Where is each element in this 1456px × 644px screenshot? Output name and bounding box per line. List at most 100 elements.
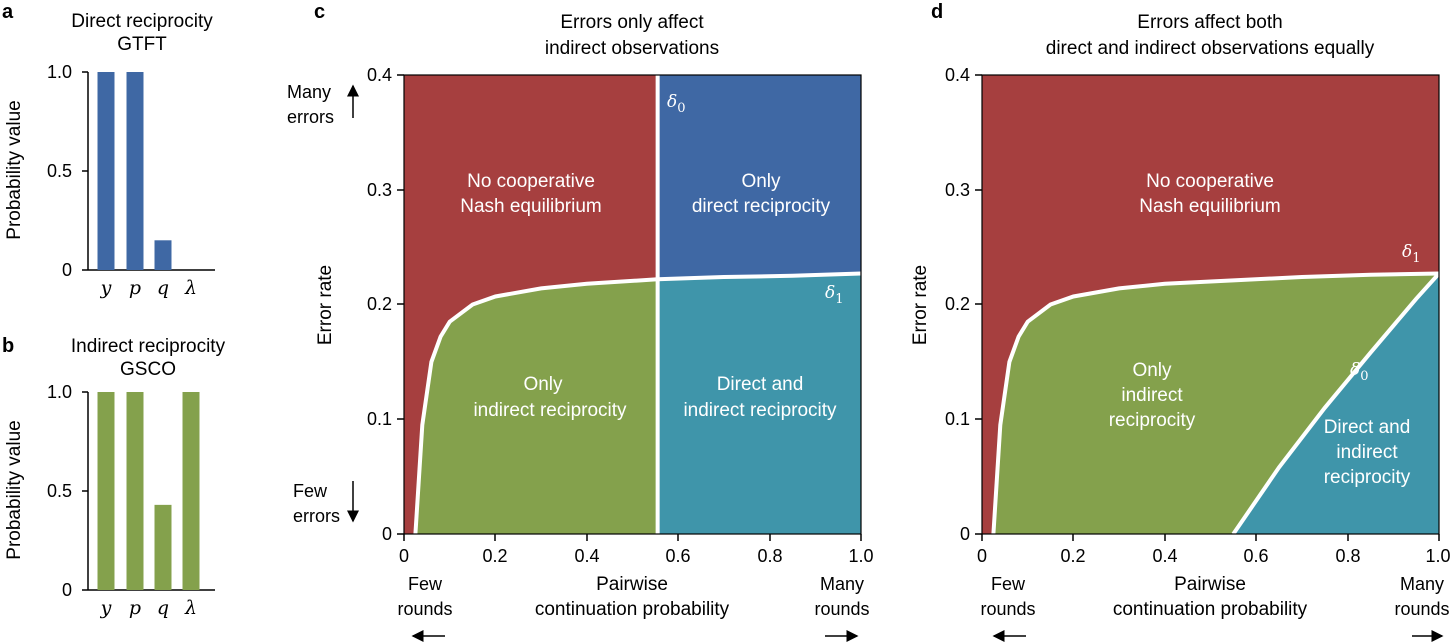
panel-c-label-both-2: indirect reciprocity	[683, 400, 837, 421]
panel-c-few-errors-1: Few	[293, 481, 328, 501]
panel-d-few-rounds-1: Few	[991, 574, 1026, 594]
panel-d-title-line1: Errors affect both	[1137, 12, 1282, 33]
panel-a-title-line1: Direct reciprocity	[71, 11, 213, 32]
panel-c: c Errors only affect indirect observatio…	[287, 1, 874, 642]
category-label-b-3: λ	[184, 597, 197, 619]
panel-c-label-no-coop-1: No cooperative	[467, 171, 595, 192]
panel-a-letter: a	[2, 1, 14, 23]
bar-b-0	[97, 392, 115, 590]
panel-d-delta0-curve	[1231, 272, 1439, 534]
panel-c-label-both-1: Direct and	[717, 374, 804, 395]
panel-d-xtick: 0.2	[1060, 546, 1085, 566]
panel-c-title-line1: Errors only affect	[560, 12, 704, 33]
panel-d-xtick: 0.8	[1335, 546, 1360, 566]
bar-a-1	[126, 72, 144, 270]
category-label-a-1: p	[129, 277, 141, 299]
panel-b-ytick: 0.5	[47, 481, 72, 501]
panel-d-ytick: 0.4	[945, 65, 970, 85]
panel-d-xtick: 1.0	[1425, 546, 1450, 566]
panel-c-xtick: 0.2	[482, 546, 507, 566]
panel-c-ylabel: Error rate	[315, 265, 336, 345]
panel-c-ytick: 0.1	[367, 409, 392, 429]
panel-c-ytick: 0	[382, 524, 392, 544]
panel-a-bars	[97, 72, 172, 270]
panel-d-label-indirect-1: Only	[1132, 360, 1172, 381]
panel-c-label-indirect-2: indirect reciprocity	[473, 400, 627, 421]
panel-b-bars	[97, 392, 200, 590]
panel-c-few-rounds-1: Few	[408, 574, 443, 594]
panel-c-label-direct-1: Only	[741, 171, 781, 192]
panel-c-delta1-label: δ1	[825, 283, 844, 307]
bar-a-0	[97, 72, 115, 270]
panel-d-label-no-coop-1: No cooperative	[1146, 171, 1274, 192]
panel-a-ytick: 0	[62, 260, 72, 280]
panel-c-few-errors-2: errors	[293, 506, 340, 526]
panel-c-many-errors-1: Many	[287, 82, 331, 102]
category-label-a-3: λ	[184, 277, 197, 299]
panel-d-label-both-1: Direct and	[1324, 417, 1411, 438]
panel-c-xtick: 1.0	[848, 546, 873, 566]
category-label-b-0: y	[100, 597, 112, 619]
panel-d-ytick: 0.2	[945, 294, 970, 314]
panel-c-region-indirect	[415, 279, 658, 534]
panel-d-ytick: 0.1	[945, 409, 970, 429]
panel-a-ylabel: Probability value	[4, 100, 25, 239]
panel-d-delta1-curve	[991, 271, 1439, 534]
panel-c-xlabel-1: Pairwise	[596, 574, 668, 595]
panel-d: d Errors affect both direct and indirect…	[910, 1, 1451, 642]
panel-d-label-indirect-3: reciprocity	[1109, 410, 1196, 431]
panel-c-ytick: 0.4	[367, 65, 392, 85]
panel-c-delta1-curve	[413, 271, 861, 534]
panel-b-title-line1: Indirect reciprocity	[71, 336, 226, 357]
panel-c-xtick: 0.8	[757, 546, 782, 566]
panel-d-ytick: 0.3	[945, 180, 970, 200]
panel-c-label-indirect-1: Only	[523, 374, 563, 395]
panel-c-delta0-label: δ0	[667, 92, 686, 116]
panel-b-ytick: 1.0	[47, 382, 72, 402]
panel-d-xlabel-1: Pairwise	[1174, 574, 1246, 595]
bar-a-2	[154, 240, 172, 270]
bar-b-1	[126, 392, 144, 590]
panel-a-ytick: 1.0	[47, 62, 72, 82]
panel-d-letter: d	[931, 1, 943, 23]
panel-c-letter: c	[314, 1, 325, 23]
panel-c-xlabel-2: continuation probability	[535, 599, 730, 620]
panel-d-title-line2: direct and indirect observations equally	[1046, 38, 1375, 59]
panel-b-letter: b	[2, 335, 14, 357]
panel-d-xtick: 0	[977, 546, 987, 566]
panel-c-many-rounds-2: rounds	[814, 599, 869, 619]
panel-b: b Indirect reciprocity GSCO Probability …	[2, 335, 226, 619]
bar-b-2	[154, 504, 172, 590]
panel-d-delta0-label: δ0	[1350, 360, 1369, 384]
panel-d-few-rounds-2: rounds	[980, 599, 1035, 619]
category-label-a-2: q	[157, 277, 169, 299]
panel-d-many-rounds-2: rounds	[1394, 599, 1449, 619]
panel-d-label-both-3: reciprocity	[1324, 467, 1411, 488]
panel-c-many-rounds-1: Many	[820, 574, 864, 594]
panel-c-region-direct	[657, 75, 861, 280]
panel-d-xlabel-2: continuation probability	[1113, 599, 1308, 620]
panel-d-label-no-coop-2: Nash equilibrium	[1139, 196, 1281, 217]
panel-b-ytick: 0	[62, 580, 72, 600]
panel-d-ytick: 0	[960, 524, 970, 544]
panel-c-xtick: 0.6	[665, 546, 690, 566]
panel-a-ytick: 0.5	[47, 161, 72, 181]
panel-d-xtick: 0.4	[1152, 546, 1177, 566]
panel-c-ytick: 0.3	[367, 180, 392, 200]
panel-a-title-line2: GTFT	[117, 34, 167, 55]
panel-c-region-both	[657, 273, 861, 534]
category-label-b-1: p	[129, 597, 141, 619]
panel-d-many-rounds-1: Many	[1400, 574, 1444, 594]
panel-d-ylabel: Error rate	[910, 265, 931, 345]
panel-a: a Direct reciprocity GTFT Probability va…	[2, 1, 215, 299]
panel-d-region-both	[1233, 273, 1439, 534]
panel-c-label-no-coop-2: Nash equilibrium	[460, 196, 602, 217]
bar-b-3	[182, 392, 200, 590]
category-label-b-2: q	[157, 597, 169, 619]
panel-d-label-both-2: indirect	[1336, 442, 1398, 463]
panel-d-xtick: 0.6	[1243, 546, 1268, 566]
panel-c-ytick: 0.2	[367, 294, 392, 314]
